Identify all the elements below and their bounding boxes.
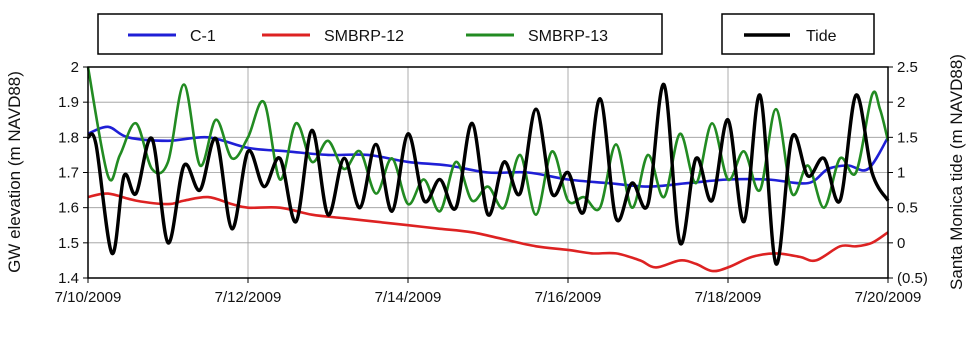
x-tick-label: 7/18/2009 (695, 289, 762, 306)
x-tick-label: 7/12/2009 (215, 289, 282, 306)
left-tick-label: 1.6 (58, 200, 79, 217)
series-line-c-1 (87, 125, 890, 188)
right-tick-label: 0 (897, 235, 905, 252)
legend-left-frame (97, 13, 663, 55)
left-tick-label: 2 (71, 59, 79, 76)
right-tick-label: 0.5 (897, 200, 918, 217)
right-tick-label: 2.5 (897, 59, 918, 76)
legend-label: C-1 (190, 28, 216, 45)
left-tick-label: 1.5 (58, 235, 79, 252)
x-axis: 7/10/2009 7/12/2009 7/14/2009 7/16/2009 7/18… (55, 278, 922, 306)
x-tick-label: 7/16/2009 (535, 289, 602, 306)
x-tick-label: 7/14/2009 (375, 289, 442, 306)
right-tick-label: (0.5) (897, 270, 928, 287)
legend-left: C-1 SMBRP-12 SMBRP-13 (97, 13, 663, 55)
series-line-tide (86, 82, 890, 266)
left-tick-label: 1.8 (58, 129, 79, 146)
x-tick-label: 7/10/2009 (55, 289, 122, 306)
left-tick-label: 1.7 (58, 165, 79, 182)
right-tick-label: 1 (897, 165, 905, 182)
right-axis: (0.5) 0 0.5 1 1.5 2 2.5 (888, 59, 928, 287)
series-line-smbrp-13 (86, 66, 890, 217)
right-tick-label: 2 (897, 94, 905, 111)
legend-label: SMBRP-13 (528, 28, 608, 45)
left-axis: 1.4 1.5 1.6 1.7 1.8 1.9 2 (58, 59, 88, 287)
right-axis-title: Santa Monica tide (m NAVD88) (947, 54, 966, 290)
legend-right: Tide (721, 13, 875, 55)
left-axis-title: GW elevation (m NAVD88) (5, 71, 24, 273)
series-line-smbrp-12 (87, 192, 889, 273)
left-tick-label: 1.9 (58, 94, 79, 111)
legend-label: SMBRP-12 (324, 28, 404, 45)
left-tick-label: 1.4 (58, 270, 79, 287)
legend-label: Tide (806, 28, 837, 45)
x-tick-label: 7/20/2009 (855, 289, 922, 306)
right-tick-label: 1.5 (897, 129, 918, 146)
series-layer (86, 66, 890, 273)
